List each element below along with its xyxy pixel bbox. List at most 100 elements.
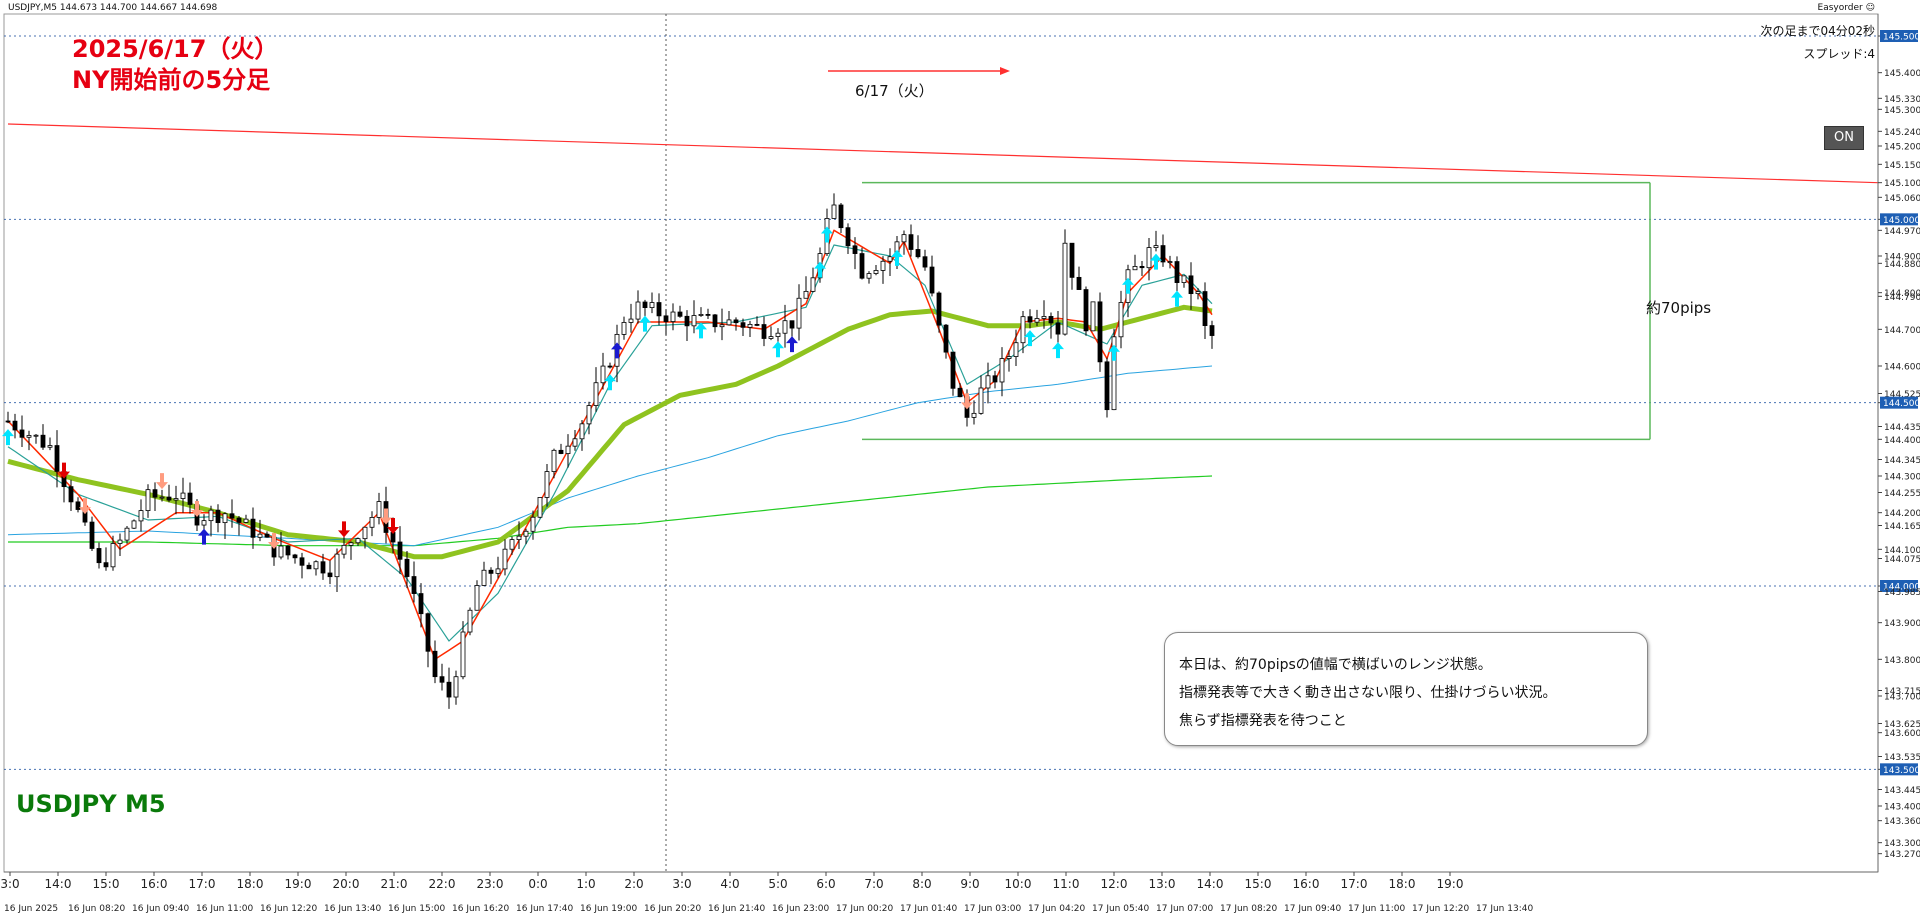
on-button[interactable]: ON [1824,126,1864,150]
time-tick-label: 4:0 [720,877,739,891]
time-tick-label: 5:0 [768,877,787,891]
candle-body [999,358,1005,383]
down-arrow-icon [79,498,91,515]
price-tick-label: 144.700 [1884,326,1920,336]
candle-body [754,323,760,326]
candle-body [985,375,991,389]
candle-body [649,302,655,309]
candle-body [789,320,795,329]
candle-body [12,420,18,431]
candle-body [355,538,361,544]
price-tick-label: 143.900 [1884,619,1920,629]
price-tick-label: 144.500 [1883,399,1920,409]
up-arrow-icon [695,322,707,339]
title-line-1: 2025/6/17（火） [72,35,279,63]
candle-body [40,434,46,448]
price-tick-label: 144.300 [1884,473,1920,483]
price-tick-label: 144.800 [1884,289,1920,299]
candle-body [880,260,886,271]
candle-body [950,351,956,389]
candle-body [145,489,151,512]
candle-body [530,516,536,532]
time-tick-label: 19:0 [285,877,312,891]
candle-body [873,270,879,274]
candle-body [656,302,662,317]
candle-body [215,509,221,524]
time-tick-label: 15:0 [93,877,120,891]
price-tick-label: 145.400 [1884,69,1920,79]
candle-body [705,314,711,316]
time-tick-label: 0:0 [528,877,547,891]
candle-body [306,564,312,570]
candle-body [1188,275,1194,295]
price-tick-label: 144.880 [1884,260,1920,270]
candle-body [488,569,494,574]
candle-body [89,521,95,549]
candle-body [5,420,11,423]
candle-body [908,234,914,250]
candle-body [1132,266,1138,271]
price-tick-label: 144.000 [1883,583,1920,593]
symbol-label: USDJPY M5 [16,790,166,818]
candle-body [866,273,872,279]
time-tick-label: 3:0 [672,877,691,891]
time-tick-label: 13:0 [1149,877,1176,891]
candle-body [915,249,921,258]
candle-body [285,545,291,556]
candle-body [1083,289,1089,332]
date-tick-label: 17 Jun 08:20 [1220,904,1277,914]
candle-body [1048,316,1054,324]
down-arrow-icon [961,393,973,410]
candle-body [243,518,249,523]
candle-body [957,387,963,398]
candle-body [117,539,123,544]
time-tick-label: 7:0 [864,877,883,891]
time-tick-label: 22:0 [429,877,456,891]
time-tick-label: 18:0 [1389,877,1416,891]
candle-body [600,365,606,384]
candle-body [859,253,865,279]
ma-blue-line [7,365,1213,547]
time-tick-label: 18:0 [237,877,264,891]
candle-body [348,542,354,546]
easyorder-label[interactable]: Easyorder ☺ [1817,3,1875,13]
candle-body [166,496,172,501]
candle-body [208,509,214,522]
candle-body [516,535,522,541]
price-level-badge [1880,396,1918,409]
candle-body [943,324,949,353]
candle-body [684,315,690,327]
candle-body [670,311,676,322]
candle-body [467,609,473,633]
candle-body [810,277,816,292]
candle-body [740,322,746,328]
candle-body [341,544,347,555]
candle-body [446,681,452,698]
price-tick-label: 145.330 [1884,95,1920,105]
candle-body [726,319,732,326]
date-tick-label: 17 Jun 09:40 [1284,904,1341,914]
candle-body [124,527,130,541]
candle-body [1153,245,1159,248]
candle-body [1055,322,1061,335]
candle-body [593,382,599,406]
candle-body [936,292,942,326]
comment-line: 焦らず指標発表を待つこと [1179,713,1347,729]
candle-body [1195,291,1201,295]
candle-body [425,613,431,652]
candle-body [250,518,256,538]
date-tick-label: 16 Jun 21:40 [708,904,765,914]
price-level-badge [1880,213,1918,226]
price-tick-label: 144.255 [1884,489,1920,499]
candle-body [201,520,207,526]
candle-body [635,301,641,320]
time-tick-label: 17:0 [1341,877,1368,891]
range-width-label: 約70pips [1646,299,1712,317]
date-tick-label: 16 Jun 15:00 [388,904,445,914]
time-tick-label: 17:0 [189,877,216,891]
comment-box: 本日は、約70pipsの値幅で横ばいのレンジ状態。 指標発表等で大きく動き出さな… [1164,632,1648,746]
candle-body [362,526,368,540]
candle-body [453,676,459,698]
date-tick-label: 17 Jun 07:00 [1156,904,1213,914]
